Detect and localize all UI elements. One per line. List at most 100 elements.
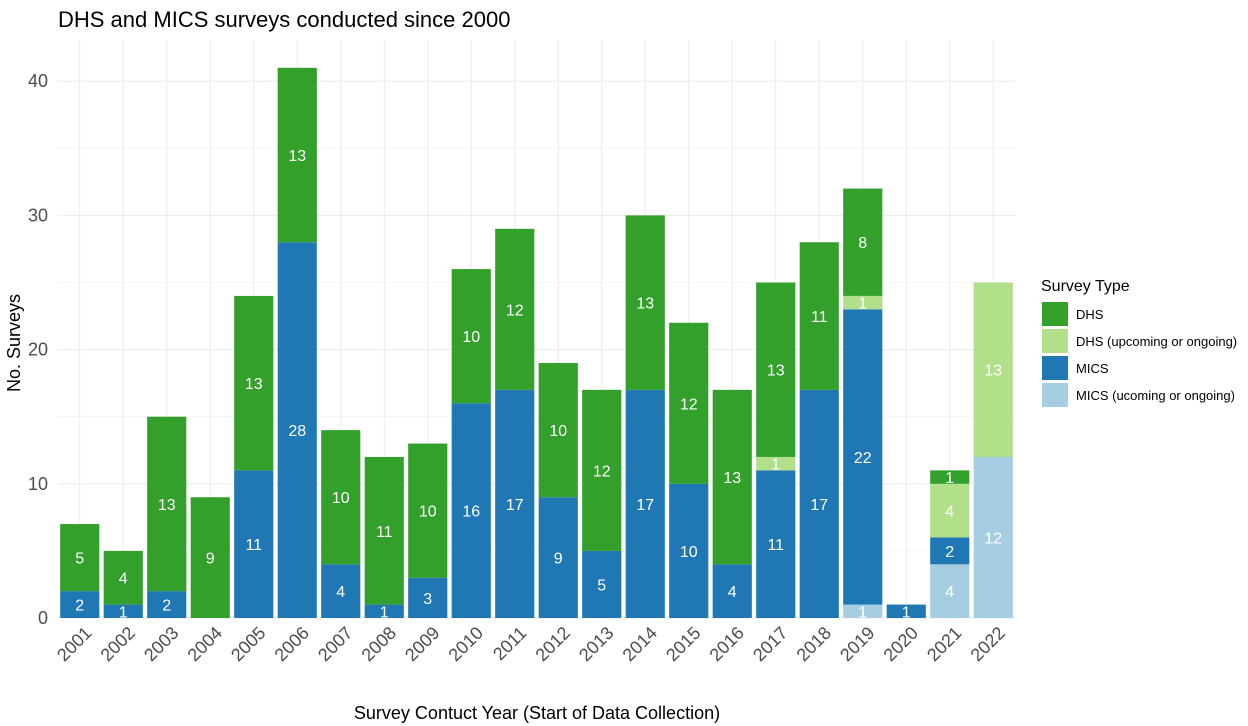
bar-2014-mics bbox=[625, 389, 665, 618]
bar-label-2012-dhs: 10 bbox=[549, 423, 567, 440]
legend-swatch-mics-ucoming-or-ongoing bbox=[1042, 383, 1068, 407]
bar-label-2018-dhs: 11 bbox=[811, 309, 828, 326]
x-tick-label: 2004 bbox=[184, 623, 226, 665]
bar-2022-mics-ucoming-or-ongoing bbox=[973, 456, 1013, 618]
x-tick-label: 2002 bbox=[97, 623, 139, 665]
x-tick-label: 2003 bbox=[140, 623, 182, 665]
x-tick-label: 2021 bbox=[923, 623, 965, 665]
bar-label-2007-dhs: 10 bbox=[332, 490, 350, 507]
x-tick-label: 2022 bbox=[967, 623, 1009, 665]
x-tick-label: 2011 bbox=[489, 623, 531, 665]
bar-label-2006-dhs: 13 bbox=[288, 148, 306, 165]
bar-label-2005-dhs: 13 bbox=[245, 376, 263, 393]
x-tick-label: 2007 bbox=[314, 623, 356, 665]
bars bbox=[60, 67, 1013, 619]
y-axis-ticks: 0 10 20 30 40 bbox=[28, 71, 48, 628]
bar-2009-mics bbox=[408, 577, 448, 618]
bar-2021-mics-ucoming-or-ongoing bbox=[930, 564, 970, 618]
bar-2007-dhs bbox=[321, 430, 361, 565]
bar-2015-dhs bbox=[669, 322, 709, 484]
bar-2015-mics bbox=[669, 483, 709, 618]
bar-2018-dhs bbox=[799, 242, 839, 390]
bar-label-2011-mics: 17 bbox=[506, 497, 524, 514]
bar-2004-dhs bbox=[190, 497, 230, 618]
legend-swatch-dhs-upcoming-or-ongoing bbox=[1042, 329, 1068, 353]
x-tick-label: 2006 bbox=[271, 623, 313, 665]
bar-label-2018-mics: 17 bbox=[810, 497, 828, 514]
bar-2021-dhs bbox=[930, 470, 970, 484]
bar-label-2013-mics: 5 bbox=[597, 577, 606, 594]
bar-2005-mics bbox=[234, 470, 274, 618]
legend-label-dhs-upcoming-or-ongoing: DHS (upcoming or ongoing) bbox=[1076, 334, 1237, 349]
x-tick-label: 2009 bbox=[401, 623, 443, 665]
bar-label-2014-mics: 17 bbox=[636, 497, 654, 514]
bar-2007-mics bbox=[321, 564, 361, 618]
bar-2002-dhs bbox=[103, 550, 143, 605]
bar-label-2008-mics: 1 bbox=[380, 604, 389, 621]
bar-label-2011-dhs: 12 bbox=[506, 302, 524, 319]
bar-label-2017-dhs-upcoming-or-ongoing: 1 bbox=[771, 457, 780, 474]
bar-label-2009-dhs: 10 bbox=[419, 504, 437, 521]
bar-2016-dhs bbox=[712, 389, 752, 565]
bar-label-2020-mics: 1 bbox=[902, 604, 911, 621]
bar-label-2004-dhs: 9 bbox=[206, 551, 215, 568]
bar-2011-mics bbox=[495, 389, 535, 618]
bar-label-2003-mics: 2 bbox=[162, 598, 171, 615]
bar-2012-mics bbox=[538, 497, 578, 618]
x-tick-label: 2010 bbox=[445, 623, 487, 665]
bar-label-2014-dhs: 13 bbox=[636, 296, 654, 313]
x-tick-label: 2005 bbox=[227, 623, 269, 665]
bar-label-2021-dhs-upcoming-or-ongoing: 4 bbox=[945, 504, 954, 521]
bar-2001-dhs bbox=[60, 524, 100, 592]
legend-label-mics-ucoming-or-ongoing: MICS (ucoming or ongoing) bbox=[1076, 388, 1235, 403]
bar-label-2015-mics: 10 bbox=[680, 544, 698, 561]
x-tick-label: 2020 bbox=[880, 623, 922, 665]
bar-2005-dhs bbox=[234, 295, 274, 471]
x-tick-label: 2017 bbox=[749, 623, 791, 665]
legend-label-mics: MICS bbox=[1076, 361, 1109, 376]
bar-2014-dhs bbox=[625, 215, 665, 390]
bar-2013-mics bbox=[582, 550, 622, 618]
x-tick-label: 2015 bbox=[662, 623, 704, 665]
bar-2012-dhs bbox=[538, 363, 578, 498]
bar-label-2019-dhs-upcoming-or-ongoing: 1 bbox=[858, 296, 867, 313]
bar-2008-mics bbox=[364, 604, 404, 618]
bar-label-2019-dhs: 8 bbox=[858, 235, 867, 252]
x-tick-label: 2016 bbox=[706, 623, 748, 665]
bar-label-2003-dhs: 13 bbox=[158, 497, 176, 514]
bar-2021-mics bbox=[930, 537, 970, 565]
bar-label-2022-dhs-upcoming-or-ongoing: 13 bbox=[984, 363, 1002, 380]
y-tick-label: 0 bbox=[38, 608, 48, 628]
bar-2002-mics bbox=[103, 604, 143, 618]
bar-2017-dhs bbox=[756, 282, 796, 457]
bar-label-2009-mics: 3 bbox=[423, 591, 432, 608]
bar-label-2022-mics-ucoming-or-ongoing: 12 bbox=[984, 530, 1002, 547]
bar-2017-mics bbox=[756, 470, 796, 618]
x-tick-label: 2014 bbox=[619, 623, 661, 665]
bar-2018-mics bbox=[799, 389, 839, 618]
bar-2021-dhs-upcoming-or-ongoing bbox=[930, 483, 970, 538]
x-tick-label: 2013 bbox=[575, 623, 617, 665]
x-tick-label: 2012 bbox=[532, 623, 574, 665]
bar-label-2001-dhs: 5 bbox=[75, 551, 84, 568]
bar-2006-mics bbox=[277, 242, 317, 619]
bar-2019-mics bbox=[843, 309, 883, 605]
bar-label-2001-mics: 2 bbox=[75, 598, 84, 615]
bar-2006-dhs bbox=[277, 67, 317, 243]
bar-label-2021-mics-ucoming-or-ongoing: 4 bbox=[945, 584, 954, 601]
bar-2020-mics bbox=[886, 604, 926, 618]
legend-title: Survey Type bbox=[1041, 278, 1130, 295]
bar-label-2013-dhs: 12 bbox=[593, 463, 611, 480]
bar-label-2005-mics: 11 bbox=[245, 537, 262, 554]
legend-swatch-mics bbox=[1042, 356, 1068, 380]
bar-2019-mics-ucoming-or-ongoing bbox=[843, 604, 883, 618]
bar-label-2006-mics: 28 bbox=[288, 423, 306, 440]
bar-2016-mics bbox=[712, 564, 752, 618]
bar-label-2002-mics: 1 bbox=[119, 604, 128, 621]
bar-2013-dhs bbox=[582, 389, 622, 551]
y-axis-title: No. Surveys bbox=[4, 294, 24, 392]
y-tick-label: 40 bbox=[28, 71, 48, 91]
legend-label-dhs: DHS bbox=[1076, 307, 1104, 322]
